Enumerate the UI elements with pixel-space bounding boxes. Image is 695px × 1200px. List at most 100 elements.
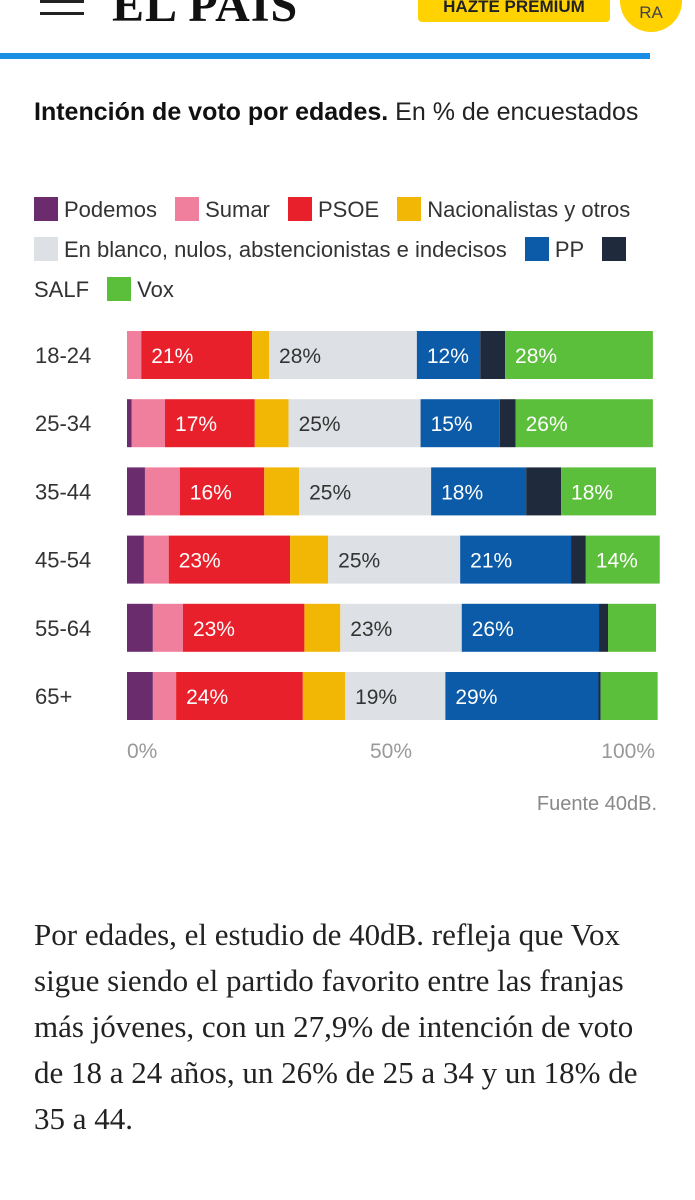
bar-segment	[499, 399, 516, 448]
bar-segment	[420, 399, 500, 448]
article-paragraph: Por edades, el estudio de 40dB. refleja …	[34, 917, 638, 1136]
bar-segment	[144, 467, 180, 516]
legend-swatch	[107, 277, 132, 301]
legend-item: En blanco, nulos, abstencionistas e inde…	[34, 237, 507, 262]
data-label: 21%	[470, 550, 512, 573]
x-tick-label: 50%	[370, 740, 412, 763]
bar-segment	[127, 467, 145, 516]
y-tick-label: 45-54	[35, 548, 91, 573]
bar-segment	[431, 467, 527, 516]
bar-segment	[299, 467, 432, 516]
premium-button[interactable]: HAZTE PREMIUM	[418, 0, 610, 22]
data-label: 21%	[151, 345, 193, 368]
chart: 18-24 21% 28% 12% 28% 25-34 17% 25% 15% 26% 35-44 1…	[35, 331, 660, 763]
data-label: 17%	[175, 413, 217, 436]
bar-segment	[505, 331, 653, 379]
bar-segment	[302, 672, 346, 720]
bar-segment	[127, 603, 153, 652]
bar-segment	[288, 399, 421, 448]
data-label: 18%	[571, 481, 613, 504]
legend-item: Podemos	[34, 197, 157, 222]
y-tick-label: 55-64	[35, 616, 91, 641]
data-label: 25%	[299, 413, 341, 436]
bar-segment	[526, 467, 562, 516]
legend-label: Sumar	[205, 197, 270, 222]
y-tick-label: 65+	[35, 684, 72, 709]
bar-segment	[460, 535, 572, 584]
menu-icon[interactable]	[40, 0, 90, 20]
data-label: 25%	[338, 550, 380, 573]
data-label: 16%	[190, 481, 232, 504]
bar-segment	[127, 399, 132, 448]
bar-segment	[600, 672, 658, 720]
data-label: 28%	[279, 345, 321, 368]
legend-swatch	[34, 237, 58, 261]
data-label: 14%	[596, 550, 638, 573]
data-label: 29%	[455, 686, 497, 709]
bar-segment	[561, 467, 657, 516]
data-label: 15%	[431, 413, 473, 436]
bar-segment	[515, 399, 653, 448]
y-tick-label: 18-24	[35, 343, 91, 368]
bar-segment	[141, 331, 253, 379]
bar-segment	[127, 535, 144, 584]
data-label: 24%	[186, 686, 228, 709]
legend-item: SALF	[34, 237, 632, 302]
bar-segment	[598, 672, 601, 720]
bar-segment	[143, 535, 169, 584]
bar-segment	[345, 672, 446, 720]
data-label: 26%	[472, 618, 514, 641]
legend-swatch	[397, 197, 422, 221]
legend-item: PP	[524, 237, 584, 262]
bar-segment	[480, 331, 506, 379]
bar-segment	[165, 399, 255, 448]
y-tick-label: 25-34	[35, 411, 91, 436]
data-label: 23%	[193, 618, 235, 641]
source: Fuente 40dB.	[536, 793, 657, 815]
bar-segment	[254, 399, 289, 448]
bar-segment	[290, 535, 329, 584]
bar-segment	[599, 603, 609, 652]
legend-item: Nacionalistas y otros	[397, 197, 630, 222]
bar-segment	[252, 331, 270, 379]
bar-segment	[131, 399, 166, 448]
legend: Podemos Sumar PSOE Nacionalistas y otros…	[34, 190, 659, 310]
bar-segment	[152, 603, 183, 652]
data-label: 18%	[441, 481, 483, 504]
chart-title: Intención de voto por edades. En % de en…	[34, 92, 654, 132]
bar-segment	[571, 535, 586, 584]
bar-segment	[127, 672, 153, 720]
bar-segment	[461, 603, 600, 652]
bar-segment	[152, 672, 177, 720]
legend-swatch	[524, 237, 549, 261]
data-label: 19%	[355, 686, 397, 709]
bar-segment	[304, 603, 341, 652]
legend-swatch	[602, 237, 627, 261]
y-tick-label: 35-44	[35, 479, 91, 504]
logo[interactable]: EL PAÍS	[112, 0, 299, 32]
bar-segment	[269, 331, 417, 379]
divider	[0, 53, 650, 59]
bar-segment	[608, 603, 657, 652]
avatar[interactable]: RA	[620, 0, 682, 32]
data-label: 23%	[350, 618, 392, 641]
bar-segment	[340, 603, 462, 652]
legend-label: Podemos	[64, 197, 157, 222]
bar-segment	[416, 331, 481, 379]
data-label: 28%	[515, 345, 557, 368]
legend-swatch	[175, 197, 200, 221]
legend-swatch	[288, 197, 312, 221]
legend-item: Vox	[107, 277, 174, 302]
bar-segment	[176, 672, 303, 720]
legend-label: SALF	[34, 277, 90, 302]
bar-segment	[328, 535, 461, 584]
x-tick-label: 0%	[127, 740, 157, 763]
x-tick-label: 100%	[601, 740, 655, 763]
legend-label: PSOE	[318, 197, 380, 222]
bar-segment	[179, 467, 265, 516]
legend-swatch	[34, 197, 58, 221]
bar-segment	[585, 535, 660, 584]
subtitle: En % de encuestados	[395, 98, 639, 126]
legend-label: En blanco, nulos, abstencionistas e inde…	[64, 237, 507, 262]
legend-item: PSOE	[288, 197, 379, 222]
